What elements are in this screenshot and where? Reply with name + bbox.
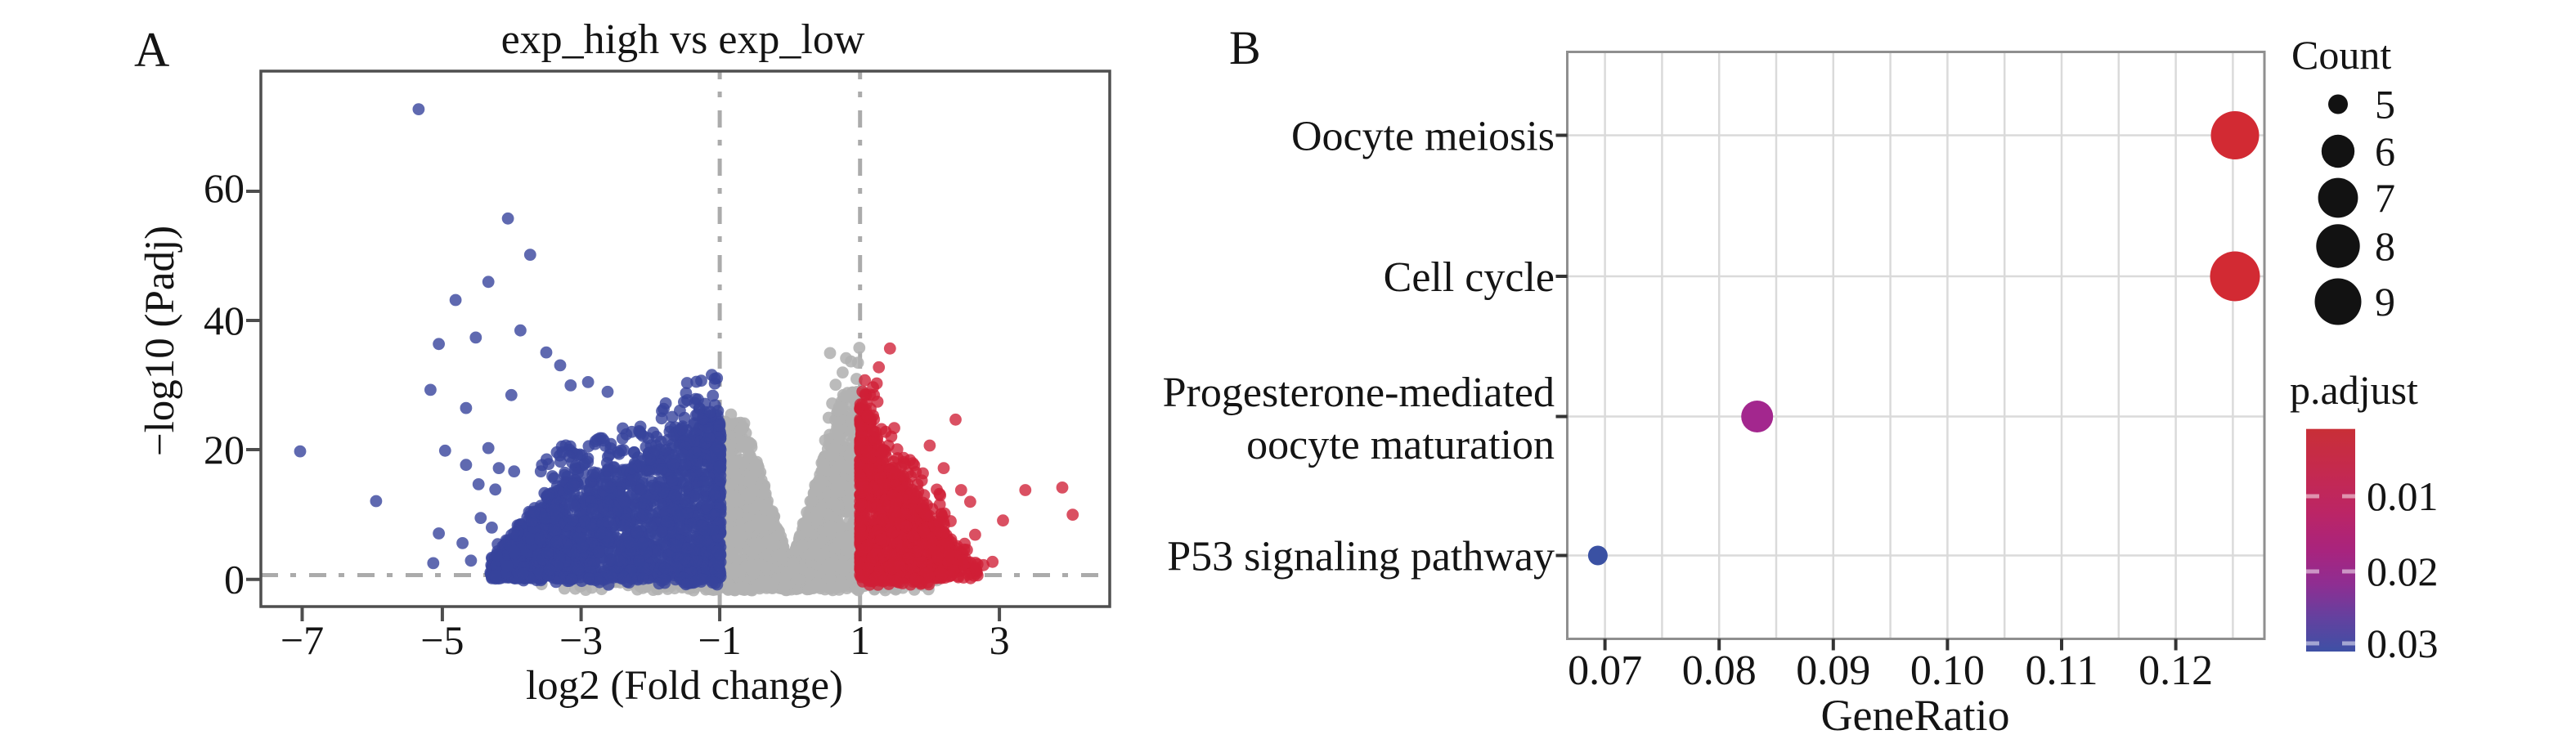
svg-text:exp_high vs exp_low: exp_high vs exp_low: [501, 16, 865, 63]
svg-text:A: A: [134, 23, 169, 77]
